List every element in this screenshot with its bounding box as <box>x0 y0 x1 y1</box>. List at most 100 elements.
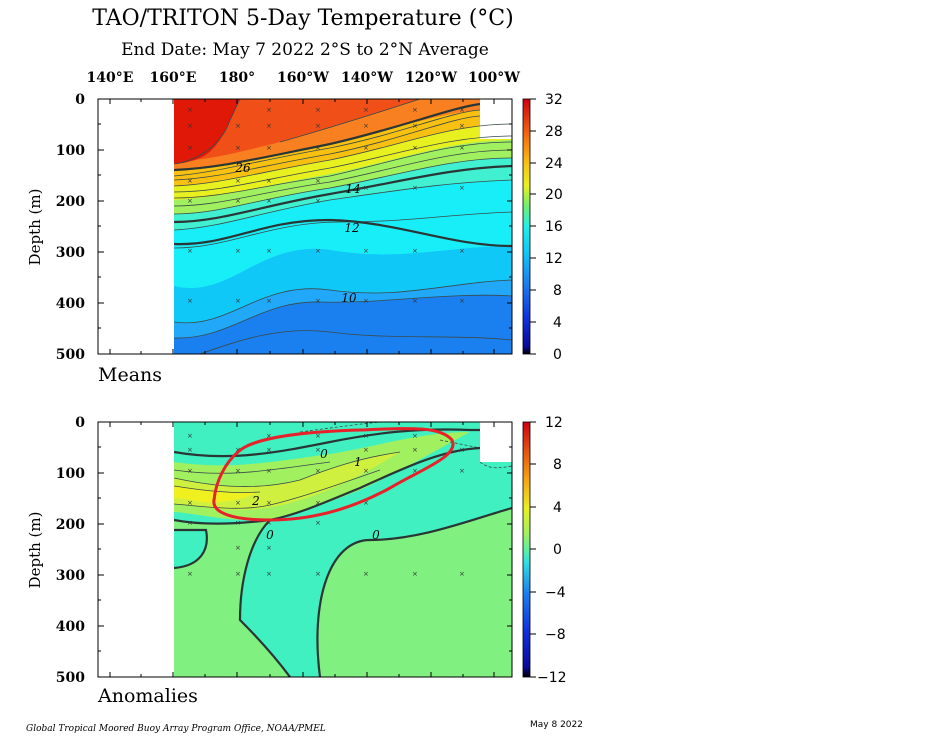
svg-text:×: × <box>315 122 321 130</box>
svg-text:×: × <box>187 467 193 475</box>
svg-text:×: × <box>235 499 241 507</box>
colorbar-label: 0 <box>553 542 562 558</box>
svg-text:×: × <box>235 297 241 305</box>
svg-text:×: × <box>266 432 272 440</box>
x-tick-labels-top: 140°E 160°E 180° 160°W 140°W 120°W 100°W <box>87 70 521 86</box>
footer-date: May 8 2022 <box>530 720 583 730</box>
svg-text:×: × <box>235 122 241 130</box>
y-tick-label: 500 <box>56 347 85 363</box>
svg-text:×: × <box>235 570 241 578</box>
contour-label: 26 <box>234 161 251 175</box>
svg-text:×: × <box>412 106 418 114</box>
y-tick-label: 100 <box>56 466 85 482</box>
svg-text:×: × <box>266 144 272 152</box>
svg-text:×: × <box>459 144 465 152</box>
chart-title: TAO/TRITON 5-Day Temperature (°C) <box>92 6 513 31</box>
svg-text:×: × <box>187 247 193 255</box>
panel-label-means: Means <box>98 364 162 386</box>
x-tick-label: 160°W <box>277 70 329 86</box>
svg-text:×: × <box>266 106 272 114</box>
svg-text:×: × <box>266 544 272 552</box>
svg-text:×: × <box>266 499 272 507</box>
svg-text:×: × <box>235 247 241 255</box>
svg-text:×: × <box>187 122 193 130</box>
svg-text:×: × <box>459 467 465 475</box>
svg-text:×: × <box>187 519 193 527</box>
contour-label: 0 <box>372 528 380 542</box>
y-tick-label: 200 <box>56 517 85 533</box>
anomalies-colorbar-ticks <box>530 421 536 678</box>
svg-text:×: × <box>266 519 272 527</box>
svg-text:×: × <box>412 122 418 130</box>
means-colorbar <box>522 98 531 355</box>
svg-text:×: × <box>459 184 465 192</box>
svg-text:×: × <box>363 297 369 305</box>
colorbar-label: −4 <box>545 585 566 601</box>
svg-text:×: × <box>315 446 321 454</box>
svg-text:×: × <box>315 247 321 255</box>
svg-text:×: × <box>315 144 321 152</box>
svg-text:×: × <box>459 446 465 454</box>
svg-text:×: × <box>315 432 321 440</box>
svg-text:×: × <box>315 570 321 578</box>
svg-text:×: × <box>363 432 369 440</box>
colorbar-label: 8 <box>553 457 562 473</box>
x-tick-label: 100°W <box>468 70 520 86</box>
svg-text:×: × <box>315 297 321 305</box>
svg-text:×: × <box>266 297 272 305</box>
svg-text:×: × <box>235 446 241 454</box>
colorbar-label: 4 <box>553 500 562 516</box>
contour-label: 12 <box>344 221 359 235</box>
y-tick-label: 300 <box>56 568 85 584</box>
svg-text:×: × <box>363 247 369 255</box>
colorbar-label: 0 <box>553 347 562 363</box>
svg-text:×: × <box>363 467 369 475</box>
colorbar-label: 28 <box>545 124 563 140</box>
svg-text:×: × <box>235 144 241 152</box>
panel-label-anomalies: Anomalies <box>97 685 198 707</box>
svg-text:×: × <box>187 297 193 305</box>
svg-text:×: × <box>412 247 418 255</box>
x-tick-label: 160°E <box>150 70 197 86</box>
svg-text:×: × <box>315 499 321 507</box>
svg-text:×: × <box>187 144 193 152</box>
svg-text:×: × <box>235 544 241 552</box>
svg-text:×: × <box>412 432 418 440</box>
colorbar-label: −8 <box>545 627 566 643</box>
svg-text:×: × <box>315 177 321 185</box>
svg-text:×: × <box>363 122 369 130</box>
svg-text:×: × <box>266 570 272 578</box>
y-tick-label: 500 <box>56 670 85 686</box>
svg-text:×: × <box>363 144 369 152</box>
contour-label: 2 <box>251 494 260 508</box>
y-tick-label: 200 <box>56 194 85 210</box>
svg-text:×: × <box>412 297 418 305</box>
contour-label: 0 <box>266 528 274 542</box>
x-tick-label: 180° <box>219 70 255 86</box>
anomalies-ticks <box>98 421 512 677</box>
means-colorbar-ticks <box>530 98 536 355</box>
anomalies-station-markers: ×××××× ×××××× ××××××× ×××××× ××××× ×××× … <box>187 432 465 578</box>
x-tick-label: 140°W <box>341 70 393 86</box>
svg-text:×: × <box>266 446 272 454</box>
colorbar-label: 12 <box>545 415 563 431</box>
contour-label: 14 <box>345 182 360 196</box>
y-tick-label: 400 <box>56 619 85 635</box>
svg-text:×: × <box>459 106 465 114</box>
svg-text:×: × <box>235 197 241 205</box>
colorbar-label: −12 <box>537 670 567 686</box>
svg-text:×: × <box>459 247 465 255</box>
means-panel: × × × × × × × × × × × × × × × × × × × × × × × × × × × × × × × × × × ×… <box>26 92 563 386</box>
svg-text:×: × <box>459 570 465 578</box>
svg-text:×: × <box>315 467 321 475</box>
svg-text:×: × <box>187 106 193 114</box>
y-tick-label: 0 <box>75 415 85 431</box>
svg-text:×: × <box>363 106 369 114</box>
svg-text:×: × <box>459 297 465 305</box>
svg-text:×: × <box>187 197 193 205</box>
svg-text:×: × <box>235 467 241 475</box>
means-colorbar-labels: 32 28 24 20 16 12 8 4 0 <box>545 92 563 363</box>
y-tick-label: 400 <box>56 296 85 312</box>
anomalies-panel: ×××××× ×××××× ××××××× ×××××× ××××× ×××× … <box>26 415 567 707</box>
